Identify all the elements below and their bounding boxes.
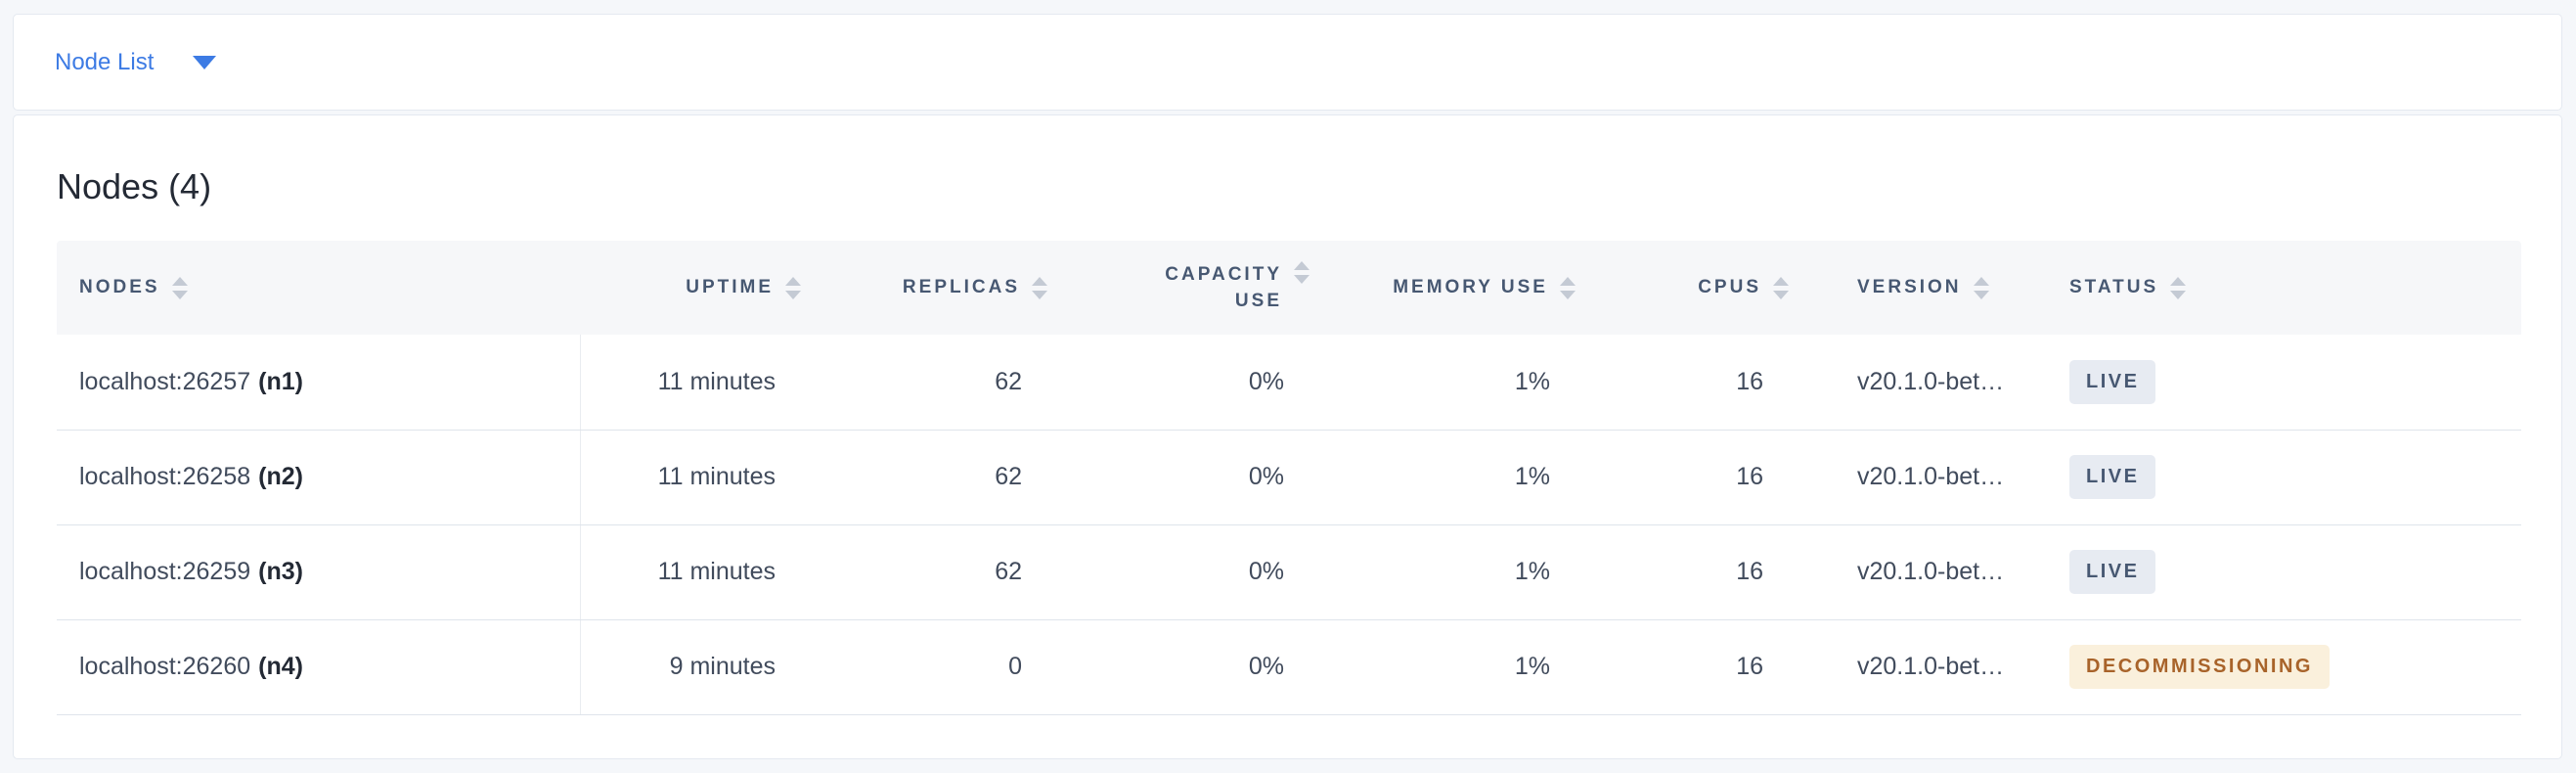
replicas-cell: 62 <box>801 524 1047 620</box>
table-header-row: Nodes Uptime Replicas Capacity Use M <box>57 241 2521 335</box>
replicas-cell: 62 <box>801 335 1047 431</box>
nodes-panel: Nodes (4) Nodes Uptime Replicas <box>13 114 2562 759</box>
version-cell: v20.1.0-bet… <box>1789 524 2065 620</box>
node-address-cell[interactable]: localhost:26257 (n1) <box>57 335 581 431</box>
column-header-version[interactable]: Version <box>1789 241 2065 335</box>
view-selector-label: Node List <box>55 48 155 75</box>
node-id: (n4) <box>258 653 303 680</box>
uptime-cell: 11 minutes <box>580 430 801 525</box>
capacity-use-cell: 0% <box>1047 524 1310 620</box>
capacity-use-cell: 0% <box>1047 335 1310 431</box>
sort-arrows-icon[interactable] <box>1294 261 1310 284</box>
sort-arrows-icon[interactable] <box>2170 276 2187 299</box>
column-header-cpus[interactable]: CPUs <box>1576 241 1789 335</box>
page-title: Nodes (4) <box>57 166 212 206</box>
table-row[interactable]: localhost:26257 (n1) 11 minutes 62 0% 1% … <box>57 335 2521 431</box>
column-header-uptime[interactable]: Uptime <box>580 241 801 335</box>
memory-use-cell: 1% <box>1310 524 1576 620</box>
node-id: (n1) <box>258 367 303 395</box>
view-selector-dropdown[interactable]: Node List <box>55 48 217 76</box>
sort-arrows-icon[interactable] <box>1973 276 1989 299</box>
sort-arrows-icon[interactable] <box>785 276 801 299</box>
capacity-use-cell: 0% <box>1047 619 1310 715</box>
status-badge: LIVE <box>2069 550 2156 594</box>
replicas-cell: 0 <box>801 619 1047 715</box>
capacity-use-cell: 0% <box>1047 430 1310 525</box>
sort-arrows-icon[interactable] <box>1560 276 1576 299</box>
table-row[interactable]: localhost:26258 (n2) 11 minutes 62 0% 1% … <box>57 430 2521 525</box>
node-address-cell[interactable]: localhost:26259 (n3) <box>57 524 581 620</box>
version-cell: v20.1.0-bet… <box>1789 335 2065 431</box>
status-badge: LIVE <box>2069 455 2156 499</box>
node-id: (n3) <box>258 558 303 585</box>
cpus-cell: 16 <box>1576 619 1789 715</box>
uptime-cell: 9 minutes <box>580 619 801 715</box>
sort-arrows-icon[interactable] <box>1773 276 1789 299</box>
status-cell: DECOMMISSIONING <box>2065 619 2521 715</box>
version-cell: v20.1.0-bet… <box>1789 619 2065 715</box>
node-address-cell[interactable]: localhost:26258 (n2) <box>57 430 581 525</box>
node-address-cell[interactable]: localhost:26260 (n4) <box>57 619 581 715</box>
uptime-cell: 11 minutes <box>580 335 801 431</box>
column-header-capacity-use[interactable]: Capacity Use <box>1047 241 1310 335</box>
status-cell: LIVE <box>2065 335 2521 431</box>
view-selector-bar: Node List <box>13 14 2562 111</box>
status-cell: LIVE <box>2065 524 2521 620</box>
table-row[interactable]: localhost:26259 (n3) 11 minutes 62 0% 1% … <box>57 524 2521 620</box>
sort-arrows-icon[interactable] <box>1032 276 1047 299</box>
node-id: (n2) <box>258 463 303 490</box>
column-header-status[interactable]: Status <box>2065 241 2521 335</box>
status-cell: LIVE <box>2065 430 2521 525</box>
column-header-nodes[interactable]: Nodes <box>57 241 580 335</box>
replicas-cell: 62 <box>801 430 1047 525</box>
sort-arrows-icon[interactable] <box>171 276 188 299</box>
cpus-cell: 16 <box>1576 430 1789 525</box>
status-badge: LIVE <box>2069 359 2156 404</box>
uptime-cell: 11 minutes <box>580 524 801 620</box>
cpus-cell: 16 <box>1576 524 1789 620</box>
memory-use-cell: 1% <box>1310 619 1576 715</box>
column-header-memory-use[interactable]: Memory Use <box>1310 241 1576 335</box>
node-table: Nodes Uptime Replicas Capacity Use M <box>57 241 2521 715</box>
caret-down-icon <box>193 55 217 69</box>
memory-use-cell: 1% <box>1310 335 1576 431</box>
status-badge: DECOMMISSIONING <box>2069 645 2330 689</box>
version-cell: v20.1.0-bet… <box>1789 430 2065 525</box>
column-header-replicas[interactable]: Replicas <box>801 241 1047 335</box>
table-row[interactable]: localhost:26260 (n4) 9 minutes 0 0% 1% 16… <box>57 619 2521 715</box>
cpus-cell: 16 <box>1576 335 1789 431</box>
memory-use-cell: 1% <box>1310 430 1576 525</box>
